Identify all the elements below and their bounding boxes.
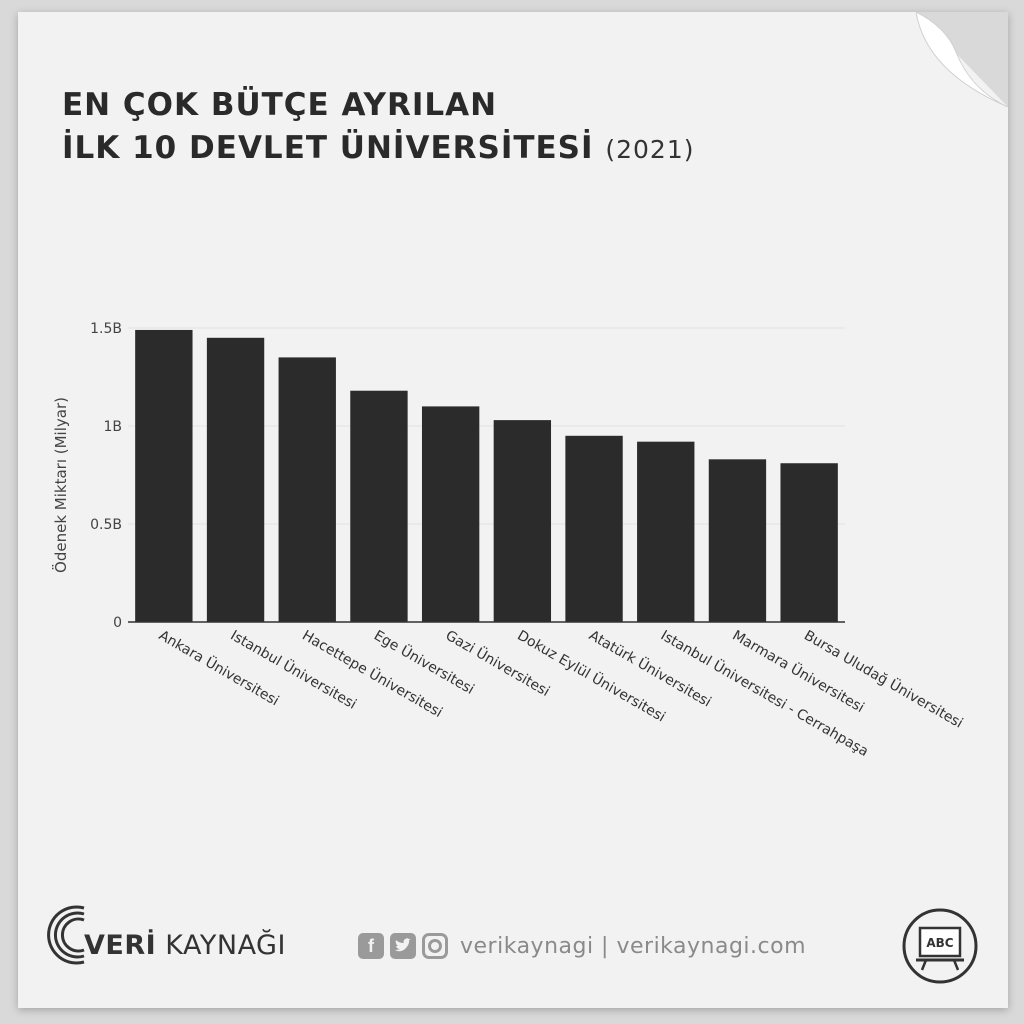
y-axis-label: Ödenek Miktarı (Milyar)	[51, 397, 70, 573]
y-tick-label: 1B	[103, 419, 122, 435]
social-links: f verikaynagi | verikaynagi.com	[358, 933, 806, 959]
twitter-icon[interactable]	[390, 933, 416, 959]
x-tick-label: Istanbul Üniversitesi	[228, 626, 361, 713]
title-year: (2021)	[605, 135, 695, 164]
brand-bold: VERİ	[84, 930, 157, 961]
brand-name: VERİ KAYNAĞI	[84, 930, 286, 961]
title-line-1: EN ÇOK BÜTÇE AYRILAN	[62, 87, 498, 123]
x-tick-label: Atatürk Üniversitesi	[586, 626, 715, 711]
abc-board-icon: ABC	[902, 908, 978, 984]
facebook-icon[interactable]: f	[358, 933, 384, 959]
bar	[493, 420, 552, 622]
y-tick-label: 0	[113, 615, 122, 631]
bar	[278, 357, 336, 622]
brand-rest: KAYNAĞI	[156, 930, 286, 961]
y-tick-label: 1.5B	[90, 321, 122, 337]
bar	[708, 459, 767, 622]
bar	[421, 406, 480, 622]
bar	[637, 441, 695, 622]
bar	[780, 463, 838, 622]
bar	[350, 390, 408, 622]
bar	[206, 337, 265, 622]
instagram-icon[interactable]	[422, 933, 448, 959]
x-tick-label: Ankara Üniversitesi	[156, 626, 283, 709]
abc-badge-text: ABC	[926, 936, 953, 950]
page-curl-icon	[916, 12, 1008, 107]
y-tick-label: 0.5B	[90, 517, 122, 533]
social-handle[interactable]: verikaynagi | verikaynagi.com	[460, 933, 807, 959]
x-tick-label: Marmara Üniversitesi	[729, 626, 867, 716]
bar	[565, 435, 623, 622]
bar	[135, 329, 193, 622]
chart-title: EN ÇOK BÜTÇE AYRILAN İLK 10 DEVLET ÜNİVE…	[62, 84, 694, 171]
veri-kaynagi-logo-icon	[47, 905, 85, 965]
title-line-2: İLK 10 DEVLET ÜNİVERSİTESİ	[62, 130, 594, 166]
